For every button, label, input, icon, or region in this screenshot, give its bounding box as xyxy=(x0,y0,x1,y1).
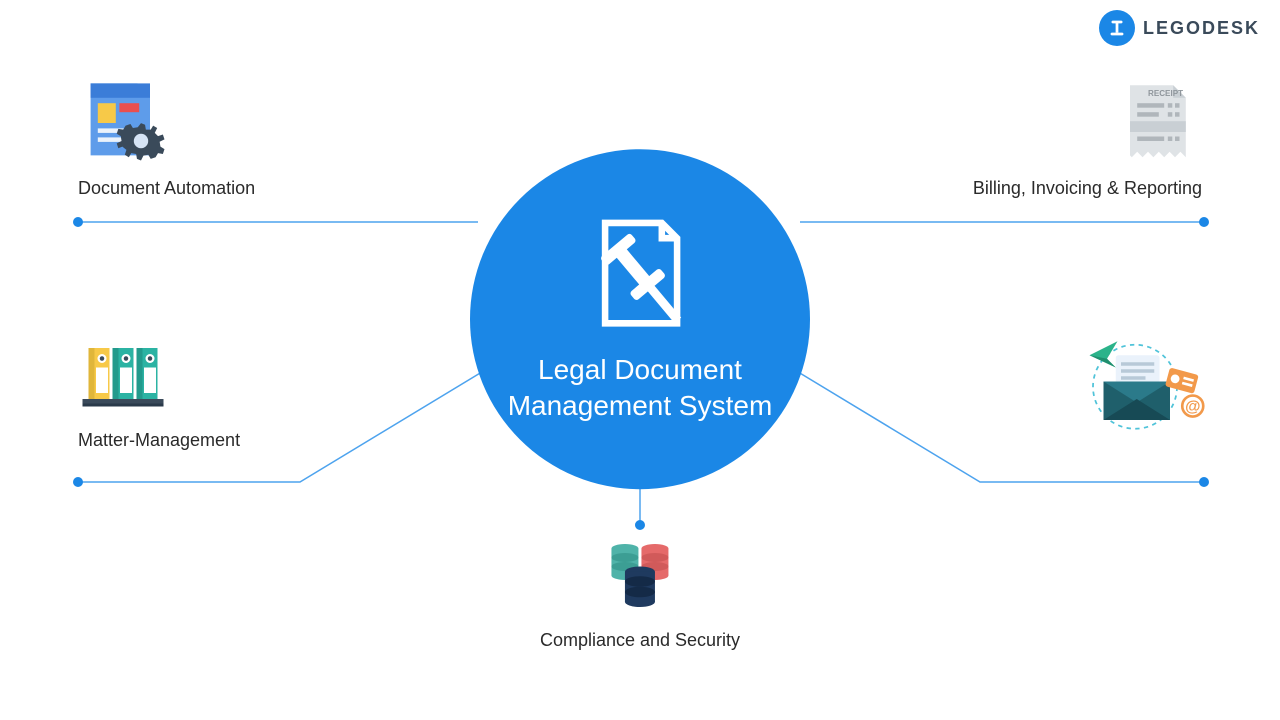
databases-icon xyxy=(595,530,685,620)
center-title-line1: Legal Document xyxy=(538,354,742,385)
node-label: Compliance and Security xyxy=(540,630,740,651)
binders-icon xyxy=(78,330,168,420)
envelope-send-icon: @ xyxy=(1072,330,1212,440)
node-matter-management: Matter-Management xyxy=(78,330,240,451)
center-hub: Legal Document Management System xyxy=(470,149,810,489)
center-title-line2: Management System xyxy=(508,390,773,421)
document-gear-icon xyxy=(78,78,168,168)
node-label: Billing, Invoicing & Reporting xyxy=(973,178,1202,199)
svg-text:@: @ xyxy=(1185,398,1200,415)
brand-logo: LEGODESK xyxy=(1099,10,1260,46)
node-compliance: Compliance and Security xyxy=(540,530,740,651)
receipt-icon: RECEIPT xyxy=(1112,78,1202,168)
node-label: Matter-Management xyxy=(78,430,240,451)
center-title: Legal Document Management System xyxy=(508,352,773,425)
gavel-document-icon xyxy=(585,214,695,334)
node-label: Document Automation xyxy=(78,178,255,199)
node-billing: RECEIPT Billing, Invoicing & Reporting xyxy=(973,78,1202,199)
node-email: @ xyxy=(1072,330,1212,440)
logo-mark-icon xyxy=(1099,10,1135,46)
svg-text:RECEIPT: RECEIPT xyxy=(1148,89,1183,98)
logo-text: LEGODESK xyxy=(1143,18,1260,39)
node-document-automation: Document Automation xyxy=(78,78,255,199)
